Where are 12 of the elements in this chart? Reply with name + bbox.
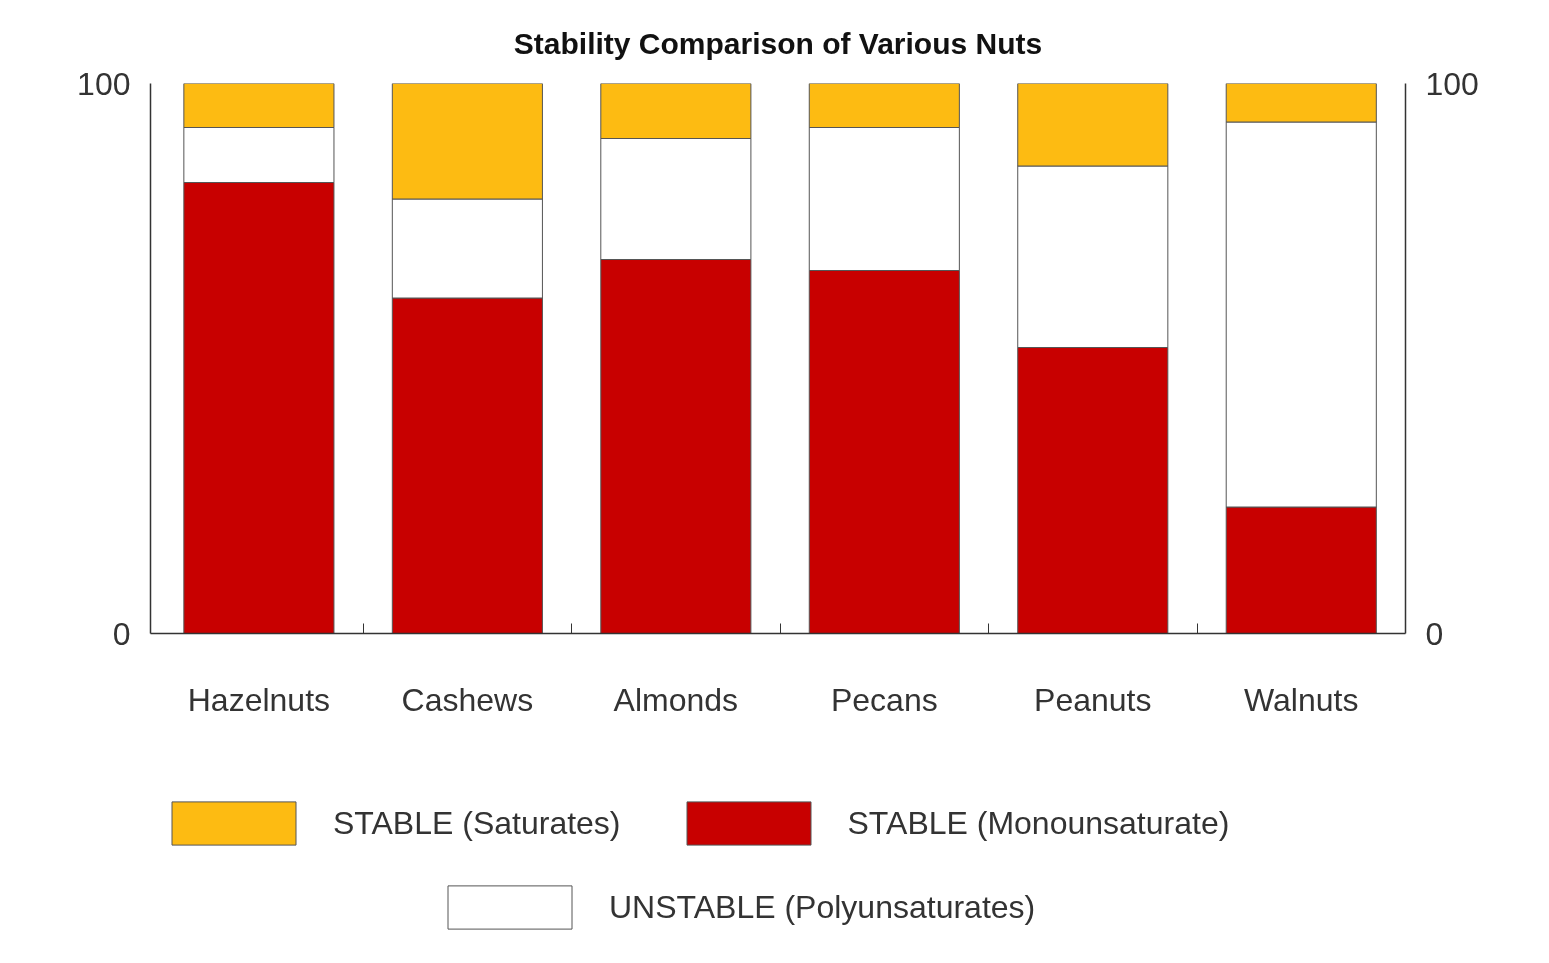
legend-label: UNSTABLE (Polyunsaturates) [609, 887, 1036, 927]
y2-tick-label: 0 [1425, 615, 1444, 652]
x-tick-label: Cashews [401, 681, 534, 718]
x-tick-label: Walnuts [1244, 681, 1359, 718]
legend-label: STABLE (Saturates) [333, 803, 621, 843]
chart-title: Stability Comparison of Various Nuts [513, 26, 1043, 60]
x-tick-label: Pecans [830, 681, 938, 718]
x-tick-label: Peanuts [1034, 681, 1152, 718]
y2-tick-label: 100 [1425, 65, 1479, 102]
legend-label: STABLE (Monounsaturate) [847, 803, 1230, 843]
x-tick-label: Hazelnuts [187, 681, 331, 718]
x-tick-label: Almonds [613, 681, 739, 718]
